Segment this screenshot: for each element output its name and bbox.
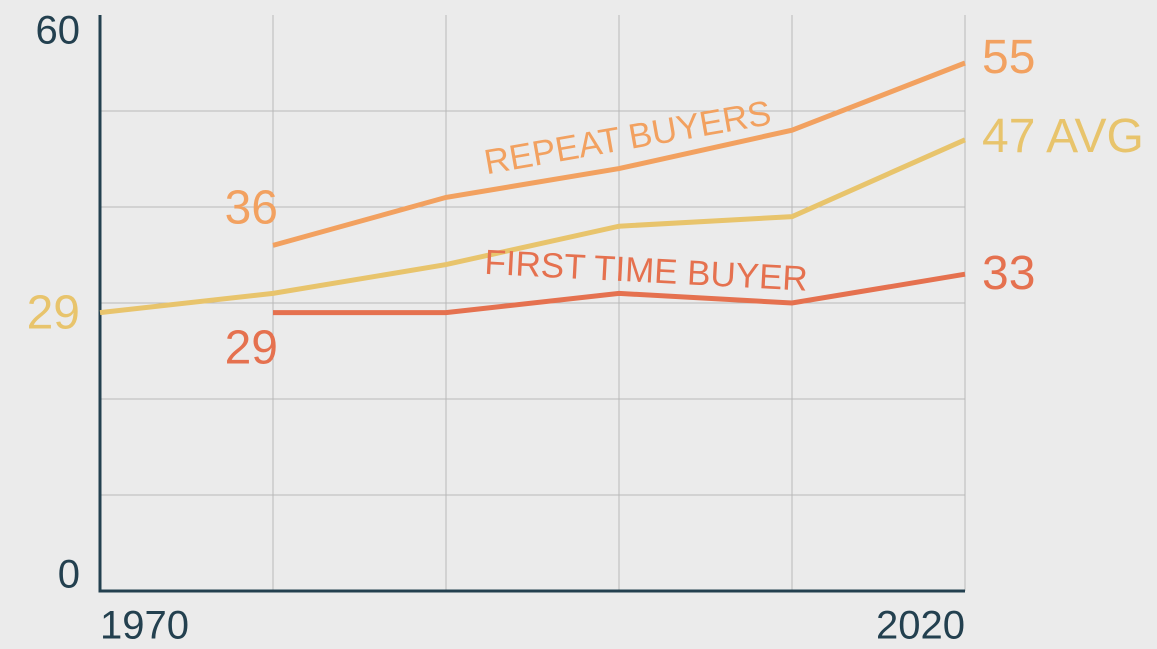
data-label: 33 [982,247,1035,300]
data-label: 29 [27,286,80,339]
line [272,60,966,248]
series-name: FIRST TIME BUYER [484,243,809,299]
line [99,137,967,316]
x-tick-label: 1970 [100,604,189,648]
data-label-value: 29 [225,321,278,374]
data-label-value: 33 [982,247,1035,300]
x-tick-label: 2020 [876,604,965,648]
data-label: 29 [225,321,278,374]
data-label: 36 [225,181,278,234]
data-label: 55 [982,31,1035,84]
line [273,271,966,316]
data-label-value: 55 [982,31,1035,84]
y-tick-label: 60 [36,9,81,53]
y-tick-label: 0 [58,553,80,597]
data-label-value: 36 [225,181,278,234]
data-label-value: 29 [27,286,80,339]
series-name: AVG [1046,109,1144,162]
data-label-value: 47 [982,109,1035,162]
data-label: 47 AVG [982,109,1144,162]
